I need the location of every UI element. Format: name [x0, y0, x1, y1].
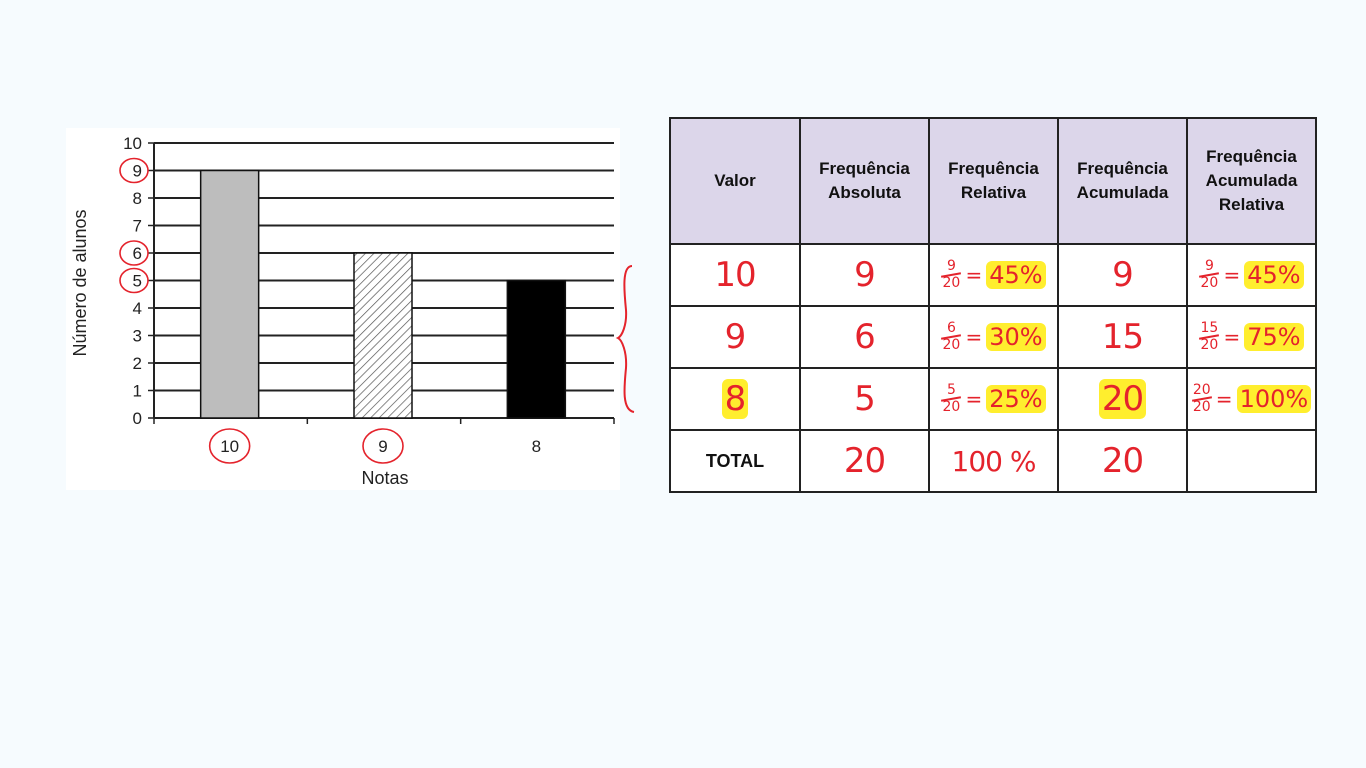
- y-tick-label: 3: [133, 327, 142, 346]
- cell-absoluta: 6: [799, 305, 930, 369]
- bar-9: [353, 252, 413, 419]
- cell-relativa: 5 20 = 25%: [928, 367, 1059, 431]
- table-row: 8 5 5 20 = 25% 20 20 20 = 100%: [669, 367, 1317, 431]
- x-tick-label: 8: [532, 437, 541, 456]
- x-tick-circle-annotation: [208, 428, 251, 464]
- y-tick-label: 2: [133, 354, 142, 373]
- table-row: 9 6 6 20 = 30% 15 15 20 = 75%: [669, 305, 1317, 369]
- table-row: 10 9 9 20 = 45% 9 9 20 = 45%: [669, 243, 1317, 307]
- x-tick-label: 10: [220, 437, 239, 456]
- y-tick-circle-annotation: [119, 157, 149, 184]
- header-valor: Valor: [669, 117, 801, 245]
- cell-absoluta: 5: [799, 367, 930, 431]
- cell-valor: 10: [669, 243, 801, 307]
- x-tick-label: 9: [378, 437, 387, 456]
- y-tick-circle-annotation: [119, 240, 149, 266]
- cell-relativa: 9 20 = 45%: [928, 243, 1059, 307]
- cell-absoluta: 9: [799, 243, 930, 307]
- brace-annotation: [615, 265, 635, 413]
- y-tick-circle-annotation: [119, 267, 149, 294]
- y-tick-label: 7: [133, 217, 142, 236]
- y-tick-label: 8: [133, 189, 142, 208]
- cell-acumulada-relativa: 9 20 = 45%: [1186, 243, 1317, 307]
- cell-acumulada: 20: [1057, 367, 1188, 431]
- y-tick-label: 9: [133, 162, 142, 181]
- header-frequencia-relativa: Frequência Relativa: [928, 117, 1059, 245]
- y-tick-label: 0: [133, 409, 142, 428]
- header-frequencia-absoluta: Frequência Absoluta: [799, 117, 930, 245]
- cell-valor: 8: [669, 367, 801, 431]
- cell-valor: 9: [669, 305, 801, 369]
- cell-total-label: TOTAL: [669, 429, 801, 493]
- cell-acumulada-relativa: 20 20 = 100%: [1186, 367, 1317, 431]
- y-tick-label: 1: [133, 382, 142, 401]
- cell-total-relativa: 100 %: [928, 429, 1059, 493]
- y-tick-label: 6: [133, 244, 142, 263]
- x-tick-circle-annotation: [362, 428, 404, 464]
- table-total-row: TOTAL 20 100 % 20: [669, 429, 1317, 493]
- y-tick-label: 5: [133, 272, 142, 291]
- frequency-table: Valor Frequência Absoluta Frequência Rel…: [669, 117, 1317, 493]
- x-axis-label: Notas: [361, 468, 408, 488]
- table-header-row: Valor Frequência Absoluta Frequência Rel…: [669, 117, 1317, 245]
- cell-total-acumulada-relativa: [1186, 429, 1317, 493]
- cell-acumulada: 15: [1057, 305, 1188, 369]
- header-frequencia-acumulada-relativa: Frequência Acumulada Relativa: [1186, 117, 1317, 245]
- y-axis-label: Número de alunos: [70, 209, 90, 356]
- bar-8: [506, 279, 567, 419]
- y-tick-label: 4: [133, 299, 142, 318]
- cell-acumulada-relativa: 15 20 = 75%: [1186, 305, 1317, 369]
- cell-total-absoluta: 20: [799, 429, 930, 493]
- bar-chart: 0 1 2 3 4 5 6 7 8 9 10 10 9 8 Notas Número de alunos: [70, 134, 615, 488]
- y-tick-label: 10: [123, 134, 142, 153]
- cell-total-acumulada: 20: [1057, 429, 1188, 493]
- bar-10: [199, 169, 260, 419]
- bar-chart-panel: 0 1 2 3 4 5 6 7 8 9 10 10 9 8 Notas Número de alunos: [66, 128, 635, 490]
- cell-acumulada: 9: [1057, 243, 1188, 307]
- header-frequencia-acumulada: Frequência Acumulada: [1057, 117, 1188, 245]
- cell-relativa: 6 20 = 30%: [928, 305, 1059, 369]
